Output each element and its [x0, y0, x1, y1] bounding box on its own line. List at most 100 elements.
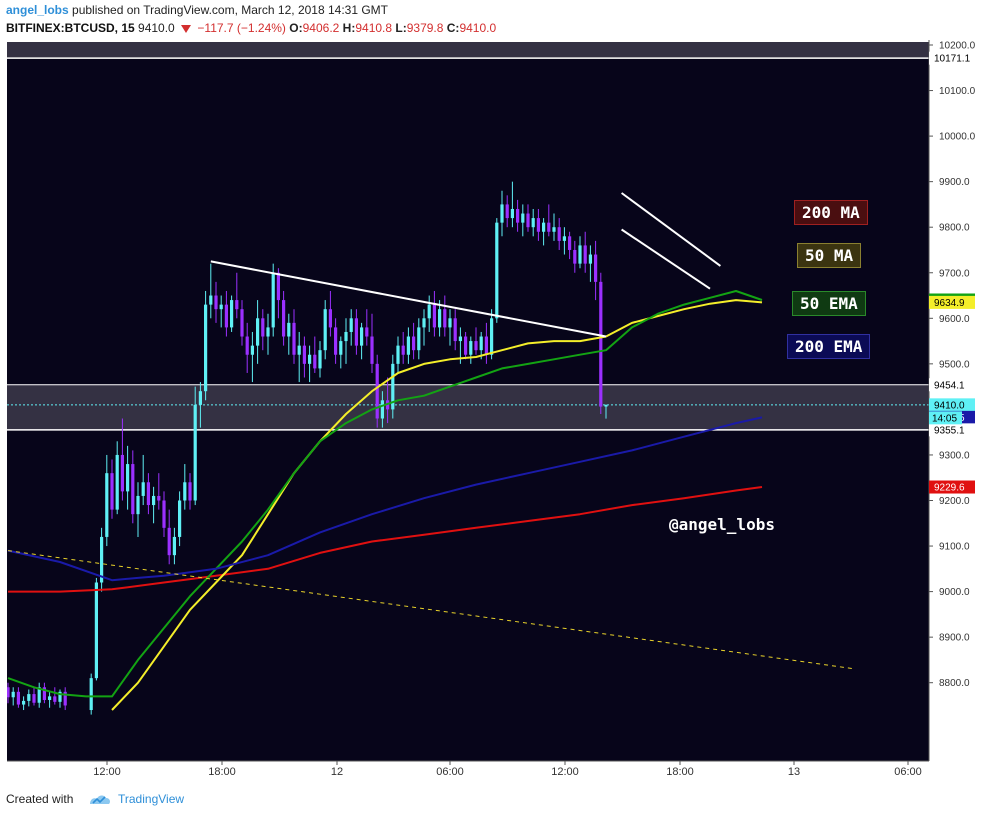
watermark-text: @angel_lobs	[669, 515, 775, 534]
candle-body	[479, 336, 483, 351]
series-50-ma	[111, 299, 763, 711]
candle-body	[287, 322, 291, 337]
candle-body	[32, 694, 36, 703]
candle-body	[391, 363, 395, 410]
last-price: 9410.0	[138, 21, 175, 35]
candle-body	[63, 691, 67, 706]
open-label: O:	[289, 21, 303, 35]
candle-body	[380, 400, 384, 419]
candle-body	[11, 691, 15, 698]
x-tick-label: 06:00	[894, 766, 922, 778]
candle-body	[396, 345, 400, 364]
price-label: 9454.1	[934, 380, 965, 391]
candle-body	[204, 304, 208, 392]
candle-body	[542, 222, 546, 232]
legend-50-ema: 50 EMA	[792, 291, 866, 316]
candle-body	[214, 295, 218, 310]
y-tick-label: 8800.0	[939, 678, 970, 689]
candle-body	[422, 318, 426, 328]
candle-body	[448, 318, 452, 328]
series-50-ema	[7, 290, 763, 698]
candle-body	[495, 222, 499, 319]
candle-body	[406, 336, 410, 355]
candle-body	[48, 696, 52, 701]
footer: Created with TradingView	[0, 783, 987, 816]
price-label-box	[929, 398, 975, 412]
candle-body	[167, 527, 171, 556]
x-tick-label: 06:00	[436, 766, 464, 778]
candle-body	[292, 322, 296, 355]
candle-body	[152, 495, 156, 506]
candle-body	[464, 336, 468, 355]
candle-body	[401, 345, 405, 355]
created-with-text: Created with	[6, 792, 74, 806]
y-tick-label: 8900.0	[939, 633, 970, 644]
candle-body	[604, 404, 608, 407]
candle-body	[599, 281, 603, 407]
candle-body	[417, 327, 421, 351]
candle-body	[365, 327, 369, 337]
candle-body	[557, 227, 561, 241]
candle-body	[256, 318, 260, 346]
candle-body	[162, 500, 166, 528]
candle-body	[58, 691, 62, 702]
candle-body	[505, 204, 509, 219]
tradingview-logo-icon[interactable]	[88, 792, 112, 806]
countdown-label: 14:05	[932, 413, 957, 424]
candle-body	[370, 336, 374, 364]
tradingview-brand[interactable]: TradingView	[118, 792, 185, 806]
candle-body	[578, 245, 582, 264]
candle-body	[323, 309, 327, 351]
close-label: C:	[446, 21, 460, 35]
candle-body	[37, 687, 41, 703]
published-text: published on TradingView.com, March 12, …	[72, 3, 388, 17]
candle-body	[16, 691, 20, 705]
candle-body	[344, 331, 348, 342]
candle-body	[339, 341, 343, 355]
candle-body	[89, 678, 93, 711]
series-channel-bottom	[621, 228, 711, 290]
candle-body	[126, 464, 130, 492]
candle-body	[282, 300, 286, 337]
candle-body	[500, 204, 504, 223]
candle-body	[172, 536, 176, 556]
series-long-trendline	[7, 550, 856, 670]
candle-body	[141, 482, 145, 496]
price-label-box	[929, 51, 975, 65]
x-tick-label: 12:00	[551, 766, 579, 778]
candle-body	[42, 687, 46, 701]
candle-body	[552, 227, 556, 232]
symbol-label: BITFINEX:BTCUSD, 15	[6, 21, 135, 35]
author-link[interactable]: angel_lobs	[6, 3, 69, 17]
candle-body	[453, 318, 457, 342]
candle-body	[536, 218, 540, 232]
y-tick-label: 9100.0	[939, 542, 970, 553]
candle-body	[22, 700, 26, 705]
candle-body	[443, 309, 447, 328]
legend-200-ema: 200 EMA	[787, 334, 871, 359]
series-200-ema	[7, 416, 763, 582]
price-label-box	[929, 423, 975, 437]
zone-upper	[7, 42, 929, 59]
candle-body	[521, 213, 525, 223]
candle-body	[105, 473, 109, 537]
down-arrow-icon	[181, 24, 192, 33]
series-channel-top	[621, 192, 721, 267]
y-tick-label: 9500.0	[939, 359, 970, 370]
quote-line: BITFINEX:BTCUSD, 15 9410.0 −117.7 (−1.24…	[6, 21, 496, 35]
candle-body	[349, 318, 353, 332]
candle-body	[308, 354, 312, 364]
close-value: 9410.0	[459, 21, 497, 35]
candle-body	[250, 345, 254, 355]
candle-body	[235, 300, 239, 310]
candle-body	[120, 454, 124, 492]
candle-body	[230, 300, 234, 328]
candle-body	[594, 254, 598, 282]
candle-body	[412, 336, 416, 351]
candle-body	[7, 687, 10, 698]
candle-body	[146, 482, 150, 506]
candle-body	[27, 694, 31, 701]
candle-body	[115, 454, 119, 510]
price-chart[interactable]: 8800.08900.09000.09100.09200.09300.09400…	[0, 40, 987, 783]
price-label: 10171.1	[934, 54, 971, 65]
